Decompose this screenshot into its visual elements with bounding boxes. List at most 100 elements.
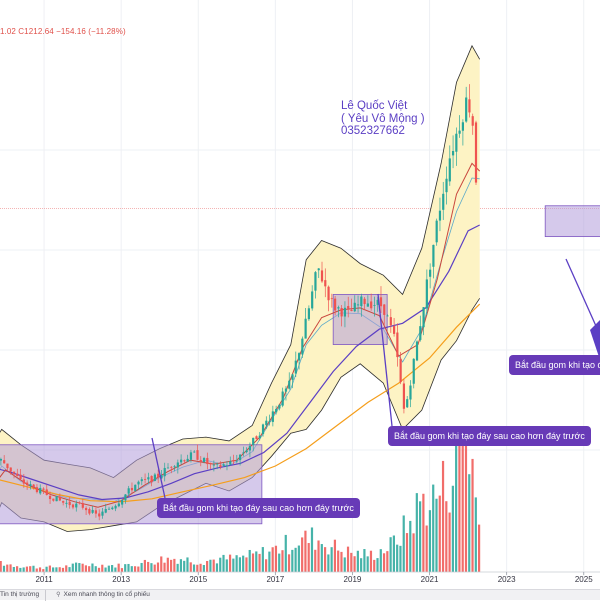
candle-body [389,317,392,326]
volume-bar [422,493,425,572]
volume-bar [461,439,464,572]
volume-bar [297,545,300,572]
candle-body [429,269,432,277]
candle-body [252,437,255,446]
candle-body [235,460,238,462]
candle-body [222,464,225,466]
volume-bar [265,559,268,572]
candle-body [68,501,71,506]
candle-body [91,509,94,513]
candle-body [271,411,274,422]
volume-bar [386,551,389,572]
volume-bar [327,554,330,572]
candle-body [288,380,291,389]
callout-arrow-3-head [590,320,600,360]
volume-bar [6,564,9,572]
candle-body [281,391,284,406]
tab-quick-view[interactable]: ⚲ Xem nhanh thông tin cổ phiếu [56,590,156,601]
volume-bar [111,565,114,572]
accumulation-box-3 [544,205,600,238]
candle-body [304,318,307,339]
volume-bar [474,497,477,572]
volume-bar [117,563,120,572]
candle-body [84,508,88,511]
volume-bar [432,484,435,572]
volume-bar [255,551,258,572]
author-nickname: ( Yêu Vô Mộng ) [341,112,425,125]
candle-body [180,459,183,463]
volume-bar [425,525,428,572]
candle-body [19,474,22,479]
volume-bar [222,554,225,572]
volume-bar [363,549,366,572]
candle-body [386,315,389,317]
volume-bar [458,444,461,572]
volume-bar [274,545,278,572]
volume-bar [392,535,395,572]
candle-body [163,467,166,477]
candle-body [399,358,402,383]
callout-label-2[interactable]: Bắt đầu gom khi tạo đáy sau cao hơn đáy … [388,426,591,446]
volume-bar [153,564,156,572]
x-tick-label-2021: 2021 [421,575,439,584]
callout-label-3[interactable]: Bắt đầu gom khi tạo đ [509,355,600,375]
volume-bar [186,557,189,572]
candle-body [157,473,160,478]
candle-body [353,302,356,312]
volume-bar [379,549,382,572]
volume-bar [268,551,271,572]
candle-body [111,507,114,510]
volume-bar [52,567,55,572]
candle-body [94,510,98,514]
callout-arrows [151,258,600,499]
volume-bar [97,567,101,572]
volume-bar [258,553,261,572]
candle-body [35,487,39,493]
candle-body [130,487,134,491]
candle-body [301,338,304,355]
candle-body [48,495,52,500]
candle-body [350,309,353,312]
volume-bar [58,567,61,572]
candle-body [461,122,464,131]
tab-market-news[interactable]: Tin thị trường [0,589,47,601]
candle-body [193,451,196,453]
candle-body [16,473,19,476]
candle-body [373,305,376,306]
volume-bar [317,540,320,572]
volume-bar [405,533,409,572]
volume-bar [376,558,379,572]
author-phone: 0352327662 [341,125,405,137]
tab-market-news-label: Tin thị trường [0,591,40,598]
candle-body [143,479,147,480]
volume-bar [448,512,451,572]
volume-bar [396,544,399,572]
candle-body [101,511,104,516]
candle-body [370,301,373,309]
candle-body [170,466,173,468]
x-tick-label-2025: 2025 [575,575,593,584]
candle-body [147,477,150,480]
volume-bar [435,498,438,572]
candle-body [183,460,186,462]
volume-bar [19,567,22,572]
ma-long-line [0,303,481,503]
volume-bar [261,547,264,572]
x-tick-label-2017: 2017 [266,575,284,584]
volume-bar [55,567,58,572]
candle-body [62,501,65,503]
volume-bar [219,557,222,572]
volume-bar [196,564,199,572]
callout-label-1[interactable]: Bắt đầu gom khi tạo đáy sau cao hơn đáy … [157,498,360,518]
volume-bar [323,547,327,572]
candle-body [232,460,235,462]
volume-bar [74,562,78,572]
volume-bar [209,559,212,572]
volume-bar [451,485,454,572]
volume-bar [248,549,251,572]
candle-body [294,360,297,374]
volume-bar [360,558,363,572]
candle-body [212,464,215,466]
candle-body [320,270,324,282]
